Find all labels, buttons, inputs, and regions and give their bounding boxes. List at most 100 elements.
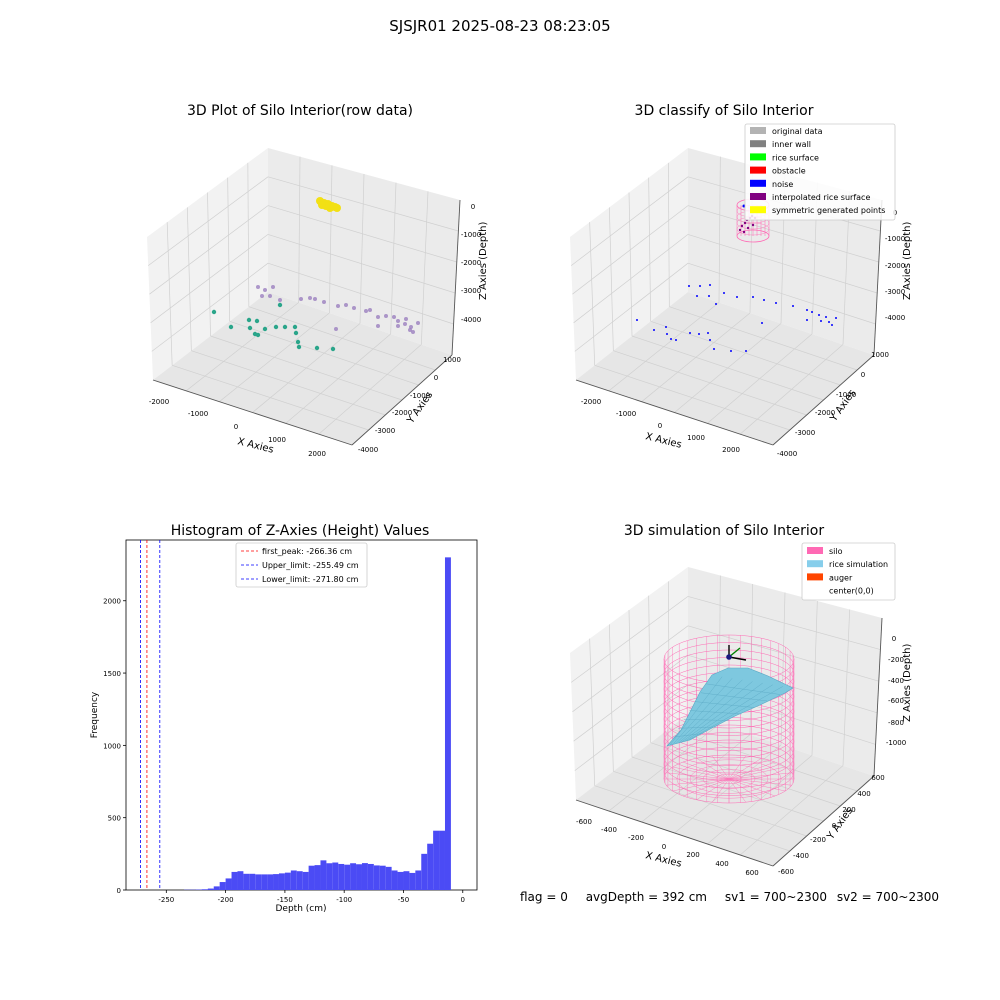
tick-label: 600: [745, 869, 758, 877]
tick-label: -4000: [777, 450, 797, 458]
tick-label: -2000: [392, 409, 412, 417]
legend-swatch: [750, 140, 766, 148]
grid-line: [648, 177, 652, 322]
histogram-bar: [219, 882, 226, 890]
grid-line: [628, 609, 633, 758]
panel1-title: 3D Plot of Silo Interior(row data): [186, 103, 414, 119]
center-point: [726, 654, 732, 660]
noise-point: [818, 314, 820, 316]
tick-label: -4000: [461, 316, 481, 324]
panel1-tick-labels: -2000 -1000 0 1000 2000 1000 0 -1000 -2000 -3000 -…: [149, 203, 481, 458]
tick-label: 400: [857, 790, 870, 798]
grid-line: [628, 192, 633, 337]
grid-line: [267, 205, 457, 263]
silo-spoke: [728, 761, 776, 780]
data-point: [368, 308, 372, 312]
noise-point: [665, 326, 667, 328]
panel2-legend: original data inner wall rice surface obsta…: [744, 123, 896, 221]
silo-spoke: [682, 778, 730, 797]
tick-label: -4000: [885, 314, 905, 322]
noise-point: [745, 350, 747, 352]
noise-point: [715, 303, 717, 305]
legend-swatch: [750, 179, 766, 187]
grid-line: [573, 234, 689, 324]
tick-label: -600: [576, 818, 592, 826]
grid-line: [570, 176, 689, 266]
silo-spoke: [728, 778, 746, 803]
data-point: [384, 314, 388, 318]
histogram-bar: [391, 870, 398, 890]
grid-line: [572, 625, 689, 713]
histogram-bar: [344, 864, 351, 890]
grid-line: [420, 191, 429, 345]
panel2-title: 3D classify of Silo Interior: [634, 103, 814, 119]
data-point: [318, 201, 326, 209]
panel2-points: [636, 284, 837, 352]
tick-label: 0: [662, 843, 666, 851]
tick-label: -3000: [375, 427, 395, 435]
histogram-bar: [273, 874, 279, 890]
tick-label: -1000: [886, 739, 906, 747]
legend-label: Lower_limit: -271.80 cm: [262, 575, 359, 584]
panel4-tick-labels: -600-400-20002004006006004002000-200-400…: [576, 635, 906, 877]
grid-line: [574, 684, 689, 771]
panel1-zlabel: Z Axies (Depth): [478, 222, 489, 300]
grid-line: [772, 354, 875, 446]
panel4-3d-simulation: -600-400-20002004006006004002000-200-400…: [570, 542, 913, 877]
legend-label: center(0,0): [829, 587, 874, 596]
tick-label: -1000: [188, 410, 208, 418]
axis-pane: [576, 292, 874, 445]
axis-pane: [570, 567, 688, 800]
histogram-bar: [385, 866, 392, 890]
grid-line: [589, 222, 596, 366]
histogram-bar: [433, 830, 440, 890]
noise-point: [699, 285, 701, 287]
legend-label: rice surface: [772, 153, 819, 162]
tick-label: -400: [601, 826, 617, 834]
silo-floor-ring: [676, 759, 782, 799]
tick-label: -1000: [616, 410, 636, 418]
silo-spoke: [728, 772, 792, 780]
grid-line: [574, 262, 689, 352]
histogram-bar: [308, 865, 315, 890]
noise-point: [675, 339, 677, 341]
axis-pane: [147, 148, 268, 380]
grid-line: [687, 596, 881, 650]
grid-line: [873, 199, 883, 356]
grid-line: [267, 234, 456, 294]
y-tick-label: 500: [108, 815, 121, 823]
panel3-legend: first_peak: -266.36 cm Upper_limit: -255.…: [235, 542, 368, 588]
tick-label: 0: [471, 203, 475, 211]
noise-point: [666, 333, 668, 335]
y-tick-label: 1500: [103, 670, 121, 678]
histogram-bar: [409, 872, 416, 890]
rice-mesh: [678, 681, 753, 744]
noise-point: [708, 295, 710, 297]
panel1-3d-scatter: -2000 -1000 0 1000 2000 1000 0 -1000 -2000 -3000 -…: [147, 148, 489, 458]
grid-line: [390, 182, 397, 335]
tick-label: -3000: [885, 288, 905, 296]
histogram-bar: [356, 864, 362, 890]
silo-spoke: [682, 761, 730, 780]
noise-point: [761, 322, 763, 324]
grid-line: [152, 379, 353, 446]
rice-mesh: [669, 676, 723, 746]
grid-line: [150, 234, 269, 324]
legend-label: symmetric generated points: [772, 206, 885, 215]
silo-floor-ring: [715, 774, 743, 785]
grid-line: [589, 638, 596, 786]
tick-label: 0: [861, 371, 865, 379]
tick-label: -2000: [581, 398, 601, 406]
silo-spoke: [666, 778, 730, 786]
tick-label: -600: [778, 868, 794, 876]
rice-mesh: [672, 678, 733, 745]
tick-label: -1000: [836, 391, 856, 399]
legend-swatch: [807, 560, 823, 568]
silo-spoke: [728, 778, 762, 800]
legend-swatch: [750, 127, 766, 134]
data-point: [255, 332, 261, 338]
data-point: [376, 324, 380, 328]
legend-label: auger: [829, 573, 853, 582]
data-point: [364, 309, 368, 313]
tick-label: 200: [842, 806, 855, 814]
